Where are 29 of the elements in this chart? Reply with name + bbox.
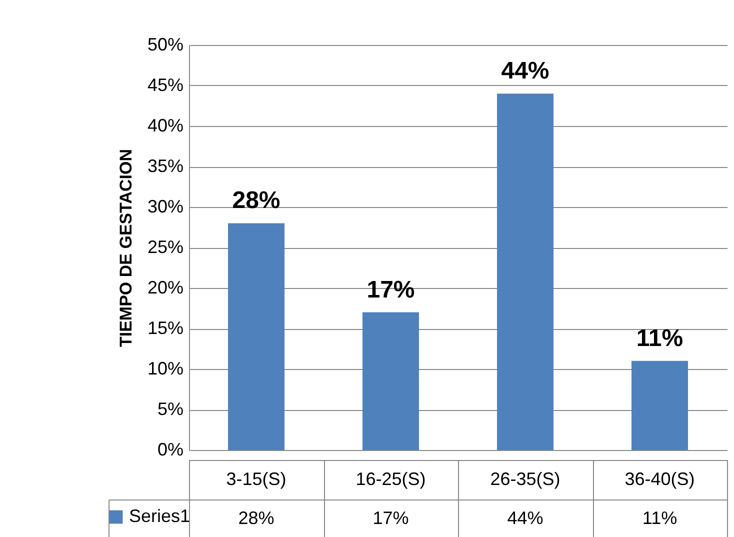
- y-tick-label: 10%: [147, 358, 184, 378]
- y-tick-label: 40%: [147, 116, 184, 136]
- x-tick-label: 36-40(S): [624, 469, 695, 489]
- legend-label: Series1: [129, 506, 190, 526]
- y-tick-label: 15%: [147, 318, 184, 338]
- y-tick-label: 25%: [147, 237, 184, 257]
- y-tick-label: 45%: [147, 75, 184, 95]
- data-label: 28%: [238, 508, 274, 528]
- text: 17%: [366, 276, 415, 304]
- data-label: 11%: [642, 508, 678, 528]
- x-tick-label: 26-35(S): [490, 469, 560, 489]
- bar: [497, 94, 554, 450]
- bar: [632, 360, 688, 450]
- data-label: 44%: [507, 508, 544, 528]
- y-tick-label: 30%: [147, 196, 184, 216]
- x-tick-label: 16-25(S): [356, 469, 426, 489]
- y-tick-label: 0%: [157, 440, 184, 460]
- data-label: 17%: [372, 508, 409, 528]
- bar: [228, 223, 284, 450]
- y-tick-label: 50%: [147, 34, 184, 54]
- text: 28%: [232, 187, 280, 214]
- x-tick-label: 3-15(S): [226, 469, 286, 489]
- text: 44%: [501, 58, 550, 85]
- bar: [362, 312, 419, 450]
- text: 11%: [636, 324, 684, 352]
- y-tick-label: 20%: [147, 278, 184, 298]
- y-tick-label: 35%: [147, 156, 184, 176]
- y-tick-label: 5%: [157, 399, 184, 419]
- y-axis-title: TIEMPO DE GESTACION: [116, 148, 136, 348]
